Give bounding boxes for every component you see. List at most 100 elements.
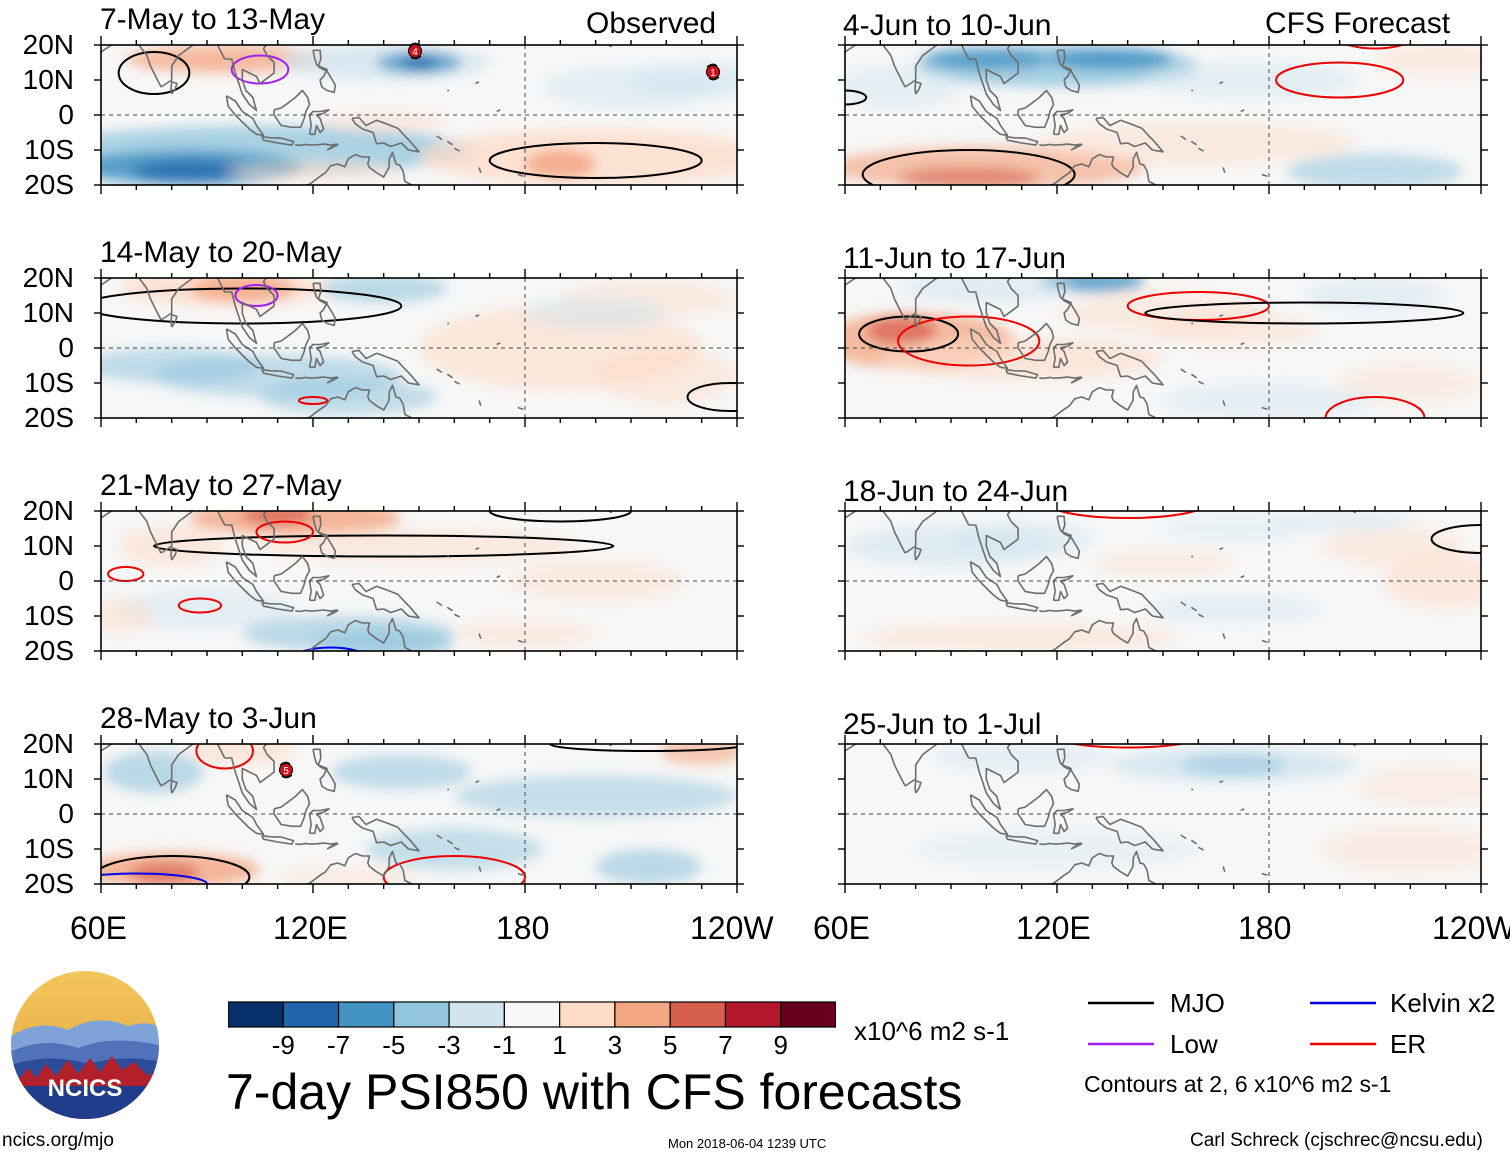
wave-contour: [382, 855, 526, 884]
coastline: [1017, 89, 1055, 129]
anomaly-shading: [525, 150, 596, 178]
observed-label: Observed: [586, 7, 717, 40]
coastline: [453, 147, 460, 152]
anomaly-shading: [1269, 511, 1411, 532]
observed-panel-2: [94, 269, 744, 427]
coastline: [261, 834, 295, 845]
colorbar-swatch: [559, 1001, 616, 1028]
coastline: [1070, 610, 1083, 617]
coastline: [1197, 380, 1204, 385]
coastline: [1047, 151, 1157, 185]
panel-title-obs-1: 7-May to 13-May: [100, 3, 326, 36]
legend-line-low: [1088, 1042, 1154, 1046]
coastline: [101, 45, 162, 88]
coastline: [1180, 368, 1187, 374]
legend-label-kelvin: Kelvin x2: [1390, 988, 1496, 1018]
coastline: [1222, 400, 1226, 407]
coastline: [1197, 147, 1204, 152]
lon-label-180-right: 180: [1238, 910, 1292, 946]
anomaly-shading: [189, 278, 296, 303]
coastline: [303, 617, 413, 651]
colorbar-swatch: [337, 1001, 395, 1028]
anomaly-shading: [1145, 595, 1322, 623]
coastline: [969, 328, 1009, 370]
coastline: [496, 342, 501, 346]
coastline: [436, 601, 443, 607]
colorbar-swatch: [614, 1001, 671, 1028]
coastline: [1052, 808, 1074, 835]
coastline: [170, 81, 178, 95]
anomaly-shading: [862, 623, 1181, 651]
lat-label: 20N: [22, 495, 74, 526]
legend-line-kelvin: [1310, 1001, 1376, 1005]
forecast-panel-4: [838, 727, 1488, 893]
coastline: [295, 376, 338, 380]
anomaly-shading: [845, 66, 962, 108]
footer-credit: Carl Schreck (cjschrec@ncsu.edu): [1190, 1130, 1483, 1151]
anomaly-shading: [330, 754, 472, 790]
coastline: [453, 613, 460, 618]
coastline: [496, 109, 501, 113]
coastline: [1017, 322, 1055, 362]
coastline: [914, 780, 922, 794]
coastline: [351, 815, 420, 852]
anomaly-shading: [915, 828, 1199, 870]
coastline: [969, 794, 1009, 836]
lat-label: 20S: [24, 635, 74, 666]
coastline: [1261, 406, 1268, 411]
coastline: [1047, 617, 1157, 651]
coastline: [968, 278, 1019, 345]
coastline: [160, 511, 226, 554]
forecast-label: CFS Forecast: [1265, 7, 1451, 40]
coastline: [160, 45, 226, 88]
wave-contour: [1345, 45, 1405, 50]
anomaly-shading: [1304, 278, 1446, 313]
coastline: [1095, 349, 1164, 386]
coastline: [224, 45, 275, 112]
coastline: [1219, 81, 1224, 85]
coastline: [436, 368, 443, 374]
coastline: [273, 555, 311, 595]
coastline: [1261, 872, 1268, 877]
footer-url[interactable]: ncics.org/mjo: [2, 1130, 114, 1151]
coastline: [1261, 173, 1268, 178]
coastline: [1261, 639, 1268, 644]
wave-contour: [195, 744, 254, 770]
coastline: [225, 794, 265, 836]
coastline: [1180, 601, 1187, 607]
coastline: [1180, 135, 1187, 141]
anomaly-shading: [419, 129, 737, 185]
coastline: [1240, 109, 1245, 113]
coastline: [1219, 780, 1224, 784]
coastline: [446, 839, 454, 845]
observed-panel-4: [94, 735, 744, 893]
colorbar-swatch: [228, 1001, 284, 1028]
coastline: [1056, 282, 1081, 327]
anomaly-shading: [933, 744, 1110, 772]
lat-label: 0: [58, 332, 74, 363]
coastline: [1190, 140, 1198, 146]
lat-label: 20N: [22, 262, 74, 293]
coastline: [273, 89, 311, 129]
anomaly-shading: [260, 379, 437, 415]
coastline: [312, 515, 337, 560]
coastline: [326, 144, 339, 151]
coastline: [308, 575, 330, 602]
legend-label-low: Low: [1170, 1029, 1218, 1059]
coastline: [101, 744, 162, 787]
coastline: [160, 278, 226, 321]
coastline: [496, 808, 501, 812]
colorbar-tick-label: -5: [382, 1030, 406, 1060]
main-title: 7-day PSI850 with CFS forecasts: [226, 1064, 963, 1120]
panel-title-fc-4: 25-Jun to 1-Jul: [843, 708, 1042, 741]
forecast-panel-3: [838, 502, 1488, 660]
forecast-panel-2: [838, 269, 1488, 427]
panel-title-fc-3: 18-Jun to 24-Jun: [843, 475, 1069, 508]
legend-label-er: ER: [1390, 1029, 1427, 1059]
anomaly-shading: [507, 560, 684, 602]
coastline: [312, 748, 337, 793]
colorbar-tick-label: 1: [552, 1030, 567, 1060]
coastline: [1058, 727, 1064, 738]
coastline: [351, 349, 420, 386]
